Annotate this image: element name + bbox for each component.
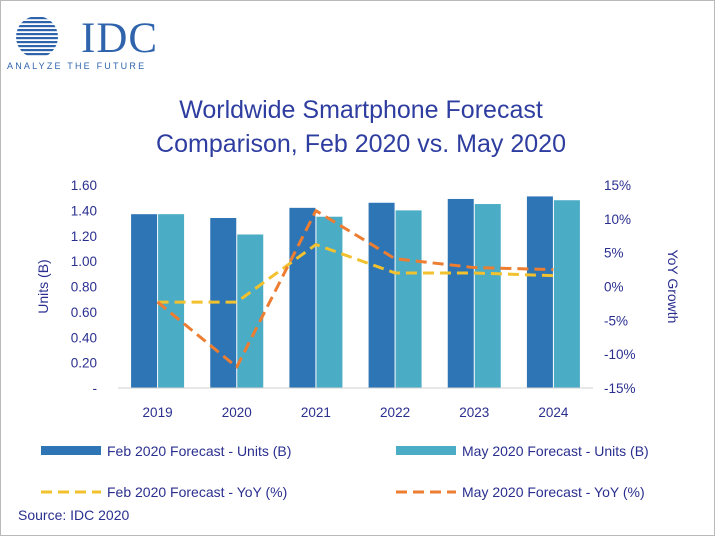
y-tick-label: 0.20 — [71, 356, 97, 371]
may-units-bar-2021 — [316, 216, 343, 388]
feb-units-bar-2019 — [131, 214, 158, 388]
feb-units-bar-2024 — [526, 196, 553, 388]
may-units-bar-2020 — [237, 234, 264, 388]
chart-title: Worldwide Smartphone Forecast Comparison… — [81, 93, 641, 161]
y-tick-label: 0.60 — [71, 305, 97, 320]
chart-title-line-2: Comparison, Feb 2020 vs. May 2020 — [156, 130, 566, 158]
feb-units-bar-2023 — [447, 198, 474, 388]
y-tick-label: - — [93, 381, 98, 396]
logo-wordmark: IDC — [81, 15, 159, 62]
legend-label: Feb 2020 Forecast - Units (B) — [107, 443, 291, 459]
y2-tick-label: 0% — [604, 280, 624, 295]
y-axis-title: Units (B) — [35, 259, 51, 313]
x-tick-label: 2021 — [301, 405, 331, 420]
legend-label: May 2020 Forecast - Units (B) — [462, 443, 649, 459]
feb-units-bar-2022 — [368, 202, 395, 388]
idc-logo: IDC ANALYZE THE FUTURE — [7, 15, 169, 75]
x-tick-label: 2024 — [538, 405, 569, 420]
legend-swatch — [41, 446, 101, 455]
y2-tick-label: 5% — [604, 246, 624, 261]
y2-tick-label: -10% — [604, 347, 636, 362]
y-tick-label: 1.00 — [71, 254, 97, 269]
y-tick-label: 1.60 — [71, 178, 97, 193]
x-tick-label: 2020 — [222, 405, 252, 420]
y-tick-label: 1.20 — [71, 229, 97, 244]
x-tick-label: 2019 — [143, 405, 173, 420]
chart-title-line-1: Worldwide Smartphone Forecast — [179, 96, 543, 124]
may-units-bar-2023 — [474, 204, 501, 388]
may-units-bar-2022 — [395, 210, 422, 388]
y-tick-label: 0.80 — [71, 280, 97, 295]
x-tick-label: 2022 — [380, 405, 410, 420]
y-tick-label: 0.40 — [71, 330, 97, 345]
y2-tick-label: 15% — [604, 178, 631, 193]
legend-swatch — [396, 446, 456, 455]
logo-tagline: ANALYZE THE FUTURE — [7, 61, 147, 71]
y2-tick-label: 10% — [604, 212, 631, 227]
x-tick-label: 2023 — [459, 405, 489, 420]
legend-label: Feb 2020 Forecast - YoY (%) — [107, 484, 287, 500]
source-note: Source: IDC 2020 — [18, 507, 130, 523]
feb-units-bar-2021 — [289, 207, 316, 388]
y2-axis-title: YoY Growth — [665, 250, 681, 324]
y2-tick-label: -15% — [604, 381, 636, 396]
legend-label: May 2020 Forecast - YoY (%) — [462, 484, 645, 500]
may-yoy-line — [156, 209, 554, 369]
may-units-bar-2024 — [553, 200, 580, 388]
y-tick-label: 1.40 — [71, 203, 97, 218]
globe-icon — [16, 16, 58, 58]
y2-tick-label: -5% — [604, 313, 628, 328]
